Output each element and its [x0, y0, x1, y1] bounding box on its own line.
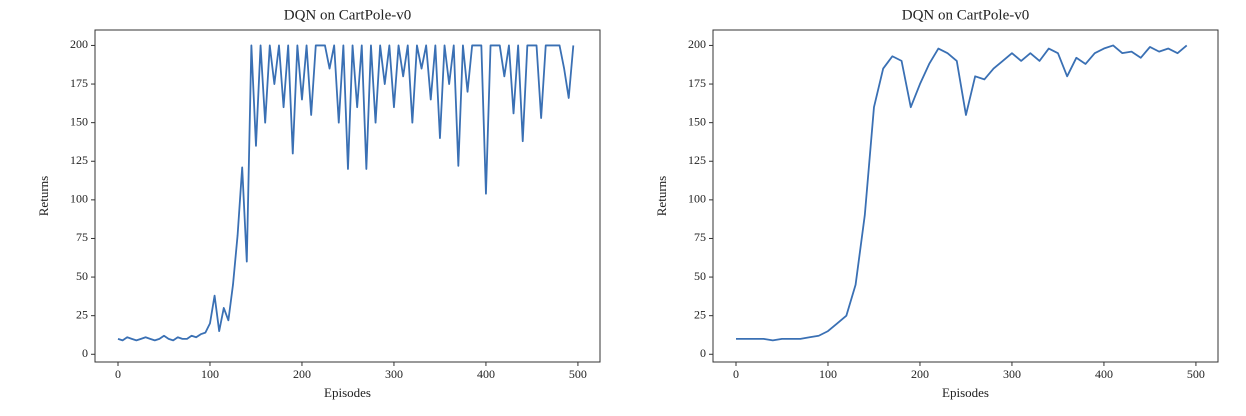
- y-tick-label: 175: [688, 76, 706, 90]
- x-tick-label: 0: [733, 367, 739, 381]
- x-tick-label: 500: [569, 367, 587, 381]
- x-tick-label: 400: [1095, 367, 1113, 381]
- x-tick-label: 300: [1003, 367, 1021, 381]
- chart-title: DQN on CartPole-v0: [902, 7, 1030, 23]
- y-tick-label: 0: [700, 346, 706, 360]
- y-tick-label: 50: [694, 269, 706, 283]
- x-axis-label: Episodes: [942, 385, 989, 400]
- y-tick-label: 75: [694, 230, 706, 244]
- y-tick-label: 100: [688, 192, 706, 206]
- data-line: [736, 44, 1188, 342]
- chart: 0 100 200 300 400 500 0 25 50 75 100 125 150 175 200 DQ…: [36, 7, 601, 400]
- x-tick-label: 100: [201, 367, 219, 381]
- x-tick-label: 100: [819, 367, 837, 381]
- x-tick-label: 300: [385, 367, 403, 381]
- plot-frame: [712, 29, 1219, 363]
- x-tick-label: 200: [911, 367, 929, 381]
- x-tick-label: 200: [293, 367, 311, 381]
- y-tick-label: 175: [70, 76, 88, 90]
- y-tick-label: 200: [688, 37, 706, 51]
- y-tick-label: 150: [688, 114, 706, 128]
- x-axis-label: Episodes: [324, 385, 371, 400]
- data-line: [117, 44, 575, 342]
- x-tick-label: 400: [477, 367, 495, 381]
- x-tick-label: 500: [1187, 367, 1205, 381]
- chart: 0 100 200 300 400 500 0 25 50 75 100 125 150 175 200 DQ…: [654, 7, 1219, 400]
- y-tick-label: 25: [76, 307, 88, 321]
- plot-frame: [94, 29, 601, 363]
- chart-title: DQN on CartPole-v0: [284, 7, 412, 23]
- y-tick-label: 125: [688, 153, 706, 167]
- y-tick-label: 75: [76, 230, 88, 244]
- y-tick-label: 50: [76, 269, 88, 283]
- x-tick-label: 0: [115, 367, 121, 381]
- y-tick-label: 125: [70, 153, 88, 167]
- y-axis-label: Returns: [654, 176, 669, 216]
- y-tick-label: 100: [70, 192, 88, 206]
- y-tick-label: 150: [70, 114, 88, 128]
- y-tick-label: 25: [694, 307, 706, 321]
- y-tick-label: 0: [82, 346, 88, 360]
- y-tick-label: 200: [70, 37, 88, 51]
- y-axis-label: Returns: [36, 176, 51, 216]
